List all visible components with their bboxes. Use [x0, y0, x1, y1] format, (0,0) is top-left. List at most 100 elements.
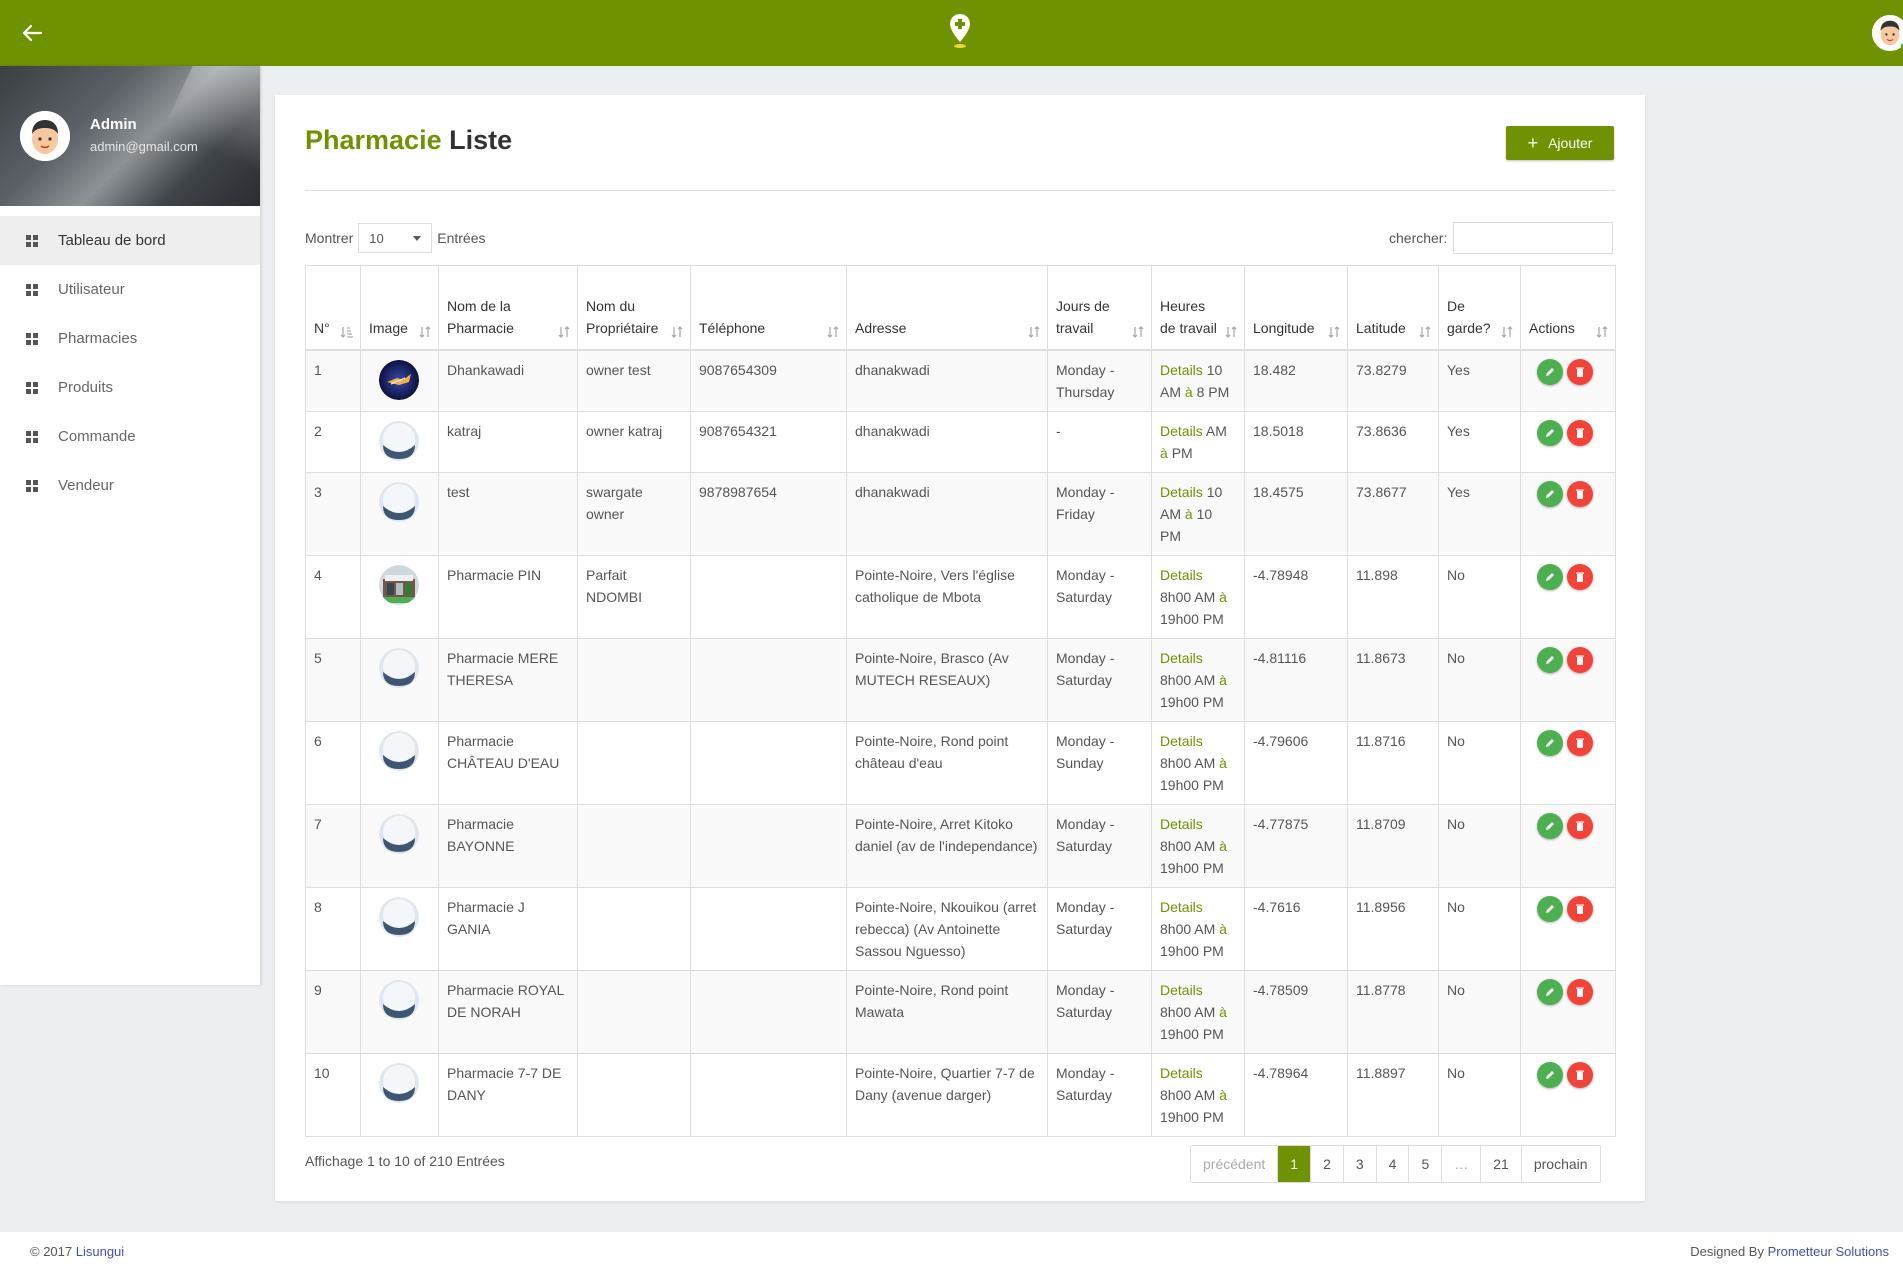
- designer-link[interactable]: Prometteur Solutions: [1767, 1244, 1889, 1259]
- header-col-image[interactable]: Image: [360, 265, 439, 351]
- cell-address: Pointe-Noire, Quartier 7-7 de Dany (aven…: [846, 1052, 1048, 1137]
- avatar[interactable]: [20, 111, 70, 161]
- pagination-page-4[interactable]: 4: [1377, 1146, 1410, 1182]
- pagination-ellipsis: …: [1442, 1146, 1482, 1182]
- edit-button[interactable]: [1537, 646, 1563, 673]
- edit-button[interactable]: [1537, 812, 1563, 839]
- pagination-page-1[interactable]: 1: [1278, 1146, 1312, 1182]
- header-col-working-days[interactable]: Jours de travail: [1047, 265, 1152, 351]
- delete-button[interactable]: [1567, 419, 1593, 446]
- sort-icon[interactable]: [1027, 323, 1041, 338]
- delete-button[interactable]: [1567, 563, 1593, 590]
- header-col-phone[interactable]: Téléphone: [690, 265, 847, 351]
- cell-number: 8: [305, 886, 361, 971]
- sidebar-item-products[interactable]: Produits: [0, 363, 260, 412]
- sort-icon[interactable]: [1500, 323, 1514, 338]
- sort-icon[interactable]: [340, 323, 354, 338]
- header-col-actions[interactable]: Actions: [1520, 265, 1616, 351]
- edit-button[interactable]: [1537, 563, 1563, 590]
- pagination-page-5[interactable]: 5: [1409, 1146, 1443, 1182]
- pagination-page-21[interactable]: 21: [1481, 1146, 1522, 1182]
- header-col-on-duty[interactable]: De garde?: [1438, 265, 1521, 351]
- details-link[interactable]: Details: [1160, 422, 1203, 439]
- add-pharmacy-button[interactable]: + Ajouter: [1506, 126, 1614, 160]
- delete-button[interactable]: [1567, 729, 1593, 756]
- header-col-pharmacy-name[interactable]: Nom de la Pharmacie: [438, 265, 578, 351]
- delete-button[interactable]: [1567, 1061, 1593, 1088]
- pagination-previous[interactable]: précédent: [1191, 1146, 1279, 1182]
- grid-icon: [26, 479, 38, 492]
- header-col-working-hours[interactable]: Heures de travail: [1151, 265, 1245, 351]
- edit-button[interactable]: [1537, 480, 1563, 507]
- sort-icon[interactable]: [1418, 323, 1432, 338]
- edit-button[interactable]: [1537, 978, 1563, 1005]
- search-input[interactable]: [1453, 222, 1614, 254]
- delete-button[interactable]: [1567, 480, 1593, 507]
- sort-icon[interactable]: [418, 323, 432, 338]
- sidebar-item-dashboard[interactable]: Tableau de bord: [0, 216, 260, 265]
- details-link[interactable]: Details: [1160, 649, 1203, 666]
- header-col-number[interactable]: N°: [305, 265, 361, 351]
- hours-open: 8h00 AM: [1160, 920, 1216, 937]
- details-link[interactable]: Details: [1160, 1064, 1203, 1081]
- cell-actions: [1520, 720, 1616, 805]
- hours-open: AM: [1205, 422, 1227, 439]
- details-link[interactable]: Details: [1160, 815, 1203, 832]
- edit-button[interactable]: [1537, 1061, 1563, 1088]
- details-link[interactable]: Details: [1160, 361, 1203, 378]
- delete-button[interactable]: [1567, 812, 1593, 839]
- delete-button[interactable]: [1567, 358, 1593, 385]
- divider: [305, 190, 1615, 191]
- cell-working-days: Monday - Friday: [1047, 471, 1152, 556]
- row-actions: [1529, 419, 1607, 446]
- sort-icon[interactable]: [1131, 323, 1145, 338]
- sidebar-item-users[interactable]: Utilisateur: [0, 265, 260, 314]
- profile-name: Admin: [90, 116, 137, 133]
- sidebar-item-sellers[interactable]: Vendeur: [0, 461, 260, 510]
- details-link[interactable]: Details: [1160, 566, 1203, 583]
- edit-button[interactable]: [1537, 895, 1563, 922]
- pharmacy-image: [379, 730, 419, 771]
- details-link[interactable]: Details: [1160, 981, 1203, 998]
- sort-icon[interactable]: [1595, 323, 1609, 338]
- delete-button[interactable]: [1567, 895, 1593, 922]
- pagination-next[interactable]: prochain: [1533, 1156, 1588, 1172]
- cell-working-days: Monday - Saturday: [1047, 886, 1152, 971]
- edit-button[interactable]: [1537, 358, 1563, 385]
- pagination-page-2[interactable]: 2: [1311, 1146, 1344, 1182]
- cell-longitude: -4.81116: [1244, 637, 1348, 722]
- user-avatar-icon[interactable]: [1872, 15, 1903, 51]
- sidebar-item-orders[interactable]: Commande: [0, 412, 260, 461]
- edit-button[interactable]: [1537, 419, 1563, 446]
- hours-separator: à: [1219, 920, 1227, 937]
- sort-icon[interactable]: [826, 323, 840, 338]
- header-label: Actions: [1529, 319, 1575, 336]
- delete-button[interactable]: [1567, 978, 1593, 1005]
- header-col-owner-name[interactable]: Nom du Propriétaire: [577, 265, 691, 351]
- cell-latitude: 73.8677: [1347, 471, 1439, 556]
- header-col-longitude[interactable]: Longitude: [1244, 265, 1348, 351]
- sort-icon[interactable]: [1224, 323, 1238, 338]
- header-col-latitude[interactable]: Latitude: [1347, 265, 1439, 351]
- details-link[interactable]: Details: [1160, 483, 1203, 500]
- entries-select[interactable]: 10: [358, 223, 433, 253]
- cell-image: [360, 886, 439, 971]
- pagination-page-3[interactable]: 3: [1344, 1146, 1377, 1182]
- brand-link[interactable]: Lisungui: [75, 1244, 125, 1259]
- details-link[interactable]: Details: [1160, 898, 1203, 915]
- details-link[interactable]: Details: [1160, 732, 1203, 749]
- back-arrow-icon[interactable]: [16, 17, 48, 49]
- sidebar-item-pharmacies[interactable]: Pharmacies: [0, 314, 260, 363]
- cell-phone: [690, 554, 847, 639]
- cell-phone: [690, 1052, 847, 1137]
- hours-separator: à: [1219, 588, 1227, 605]
- delete-button[interactable]: [1567, 646, 1593, 673]
- cell-longitude: -4.77875: [1244, 803, 1348, 888]
- sort-icon[interactable]: [1327, 323, 1341, 338]
- edit-button[interactable]: [1537, 729, 1563, 756]
- sort-icon[interactable]: [670, 323, 684, 338]
- trash-icon: [1574, 903, 1586, 915]
- cell-working-days: -: [1047, 410, 1152, 473]
- sort-icon[interactable]: [557, 323, 571, 338]
- header-col-address[interactable]: Adresse: [846, 265, 1048, 351]
